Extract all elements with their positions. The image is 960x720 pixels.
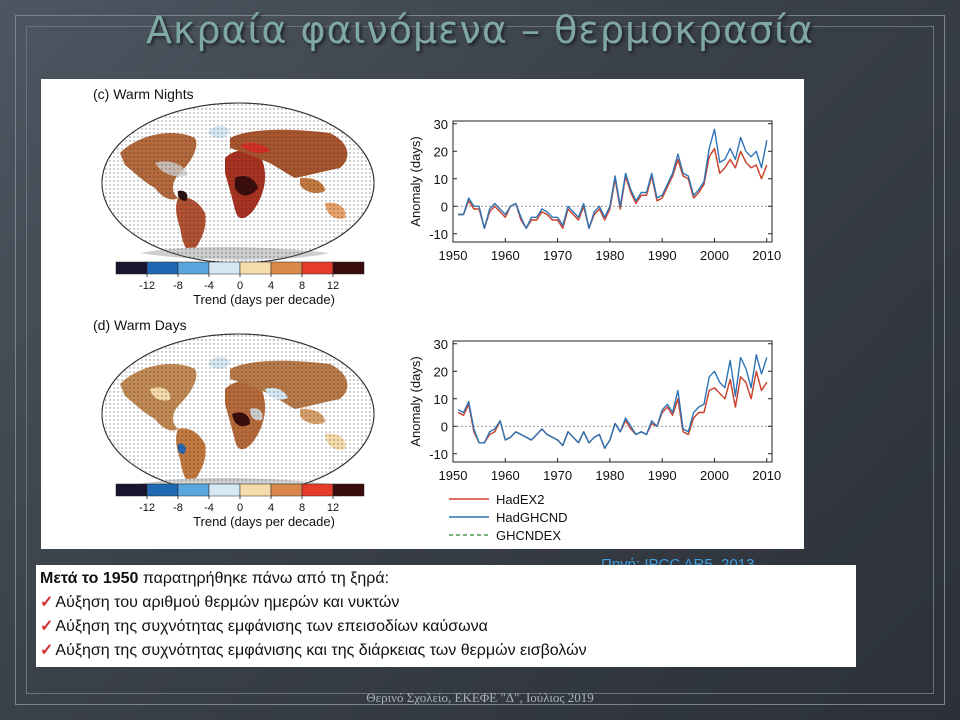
colorbar-swatch: [177, 261, 210, 275]
colorbar-swatch: [239, 261, 272, 275]
colorbar-tick-label: 8: [299, 502, 305, 514]
legend-label: HadGHCND: [496, 510, 568, 525]
bullet-item: ✓ Αύξηση της συχνότητας εμφάνισης των επε…: [40, 615, 852, 639]
bullet-item: ✓ Αύξηση της συχνότητας εμφάνισης και της…: [40, 639, 852, 663]
colorbar-tick-label: -8: [173, 280, 183, 292]
plot-frame: [452, 340, 773, 463]
colorbar-swatch: [301, 261, 334, 275]
series-line-hadghcnd: [457, 354, 768, 449]
colorbar-tick-label: -8: [173, 502, 183, 514]
x-tick-label: 1980: [595, 468, 624, 483]
x-tick-label: 1990: [648, 468, 677, 483]
checkmark-icon: ✓: [40, 594, 54, 611]
colorbar-swatch: [270, 483, 303, 497]
bullet-text: Αύξηση της συχνότητας εμφάνισης και της …: [55, 642, 587, 659]
colorbar-tick-label: 12: [327, 280, 339, 292]
x-tick-label: 1970: [543, 248, 572, 263]
x-tick-label: 1950: [439, 468, 468, 483]
y-tick-label: 30: [434, 117, 448, 132]
legend-label: GHCNDEX: [496, 528, 561, 543]
colorbar-c: -12 -8 -4 0 4 8 12: [115, 261, 365, 292]
map-warm-days: [101, 333, 375, 495]
panel-label-d: (d) Warm Days: [93, 317, 187, 333]
colorbar-tick-label: -12: [139, 502, 155, 514]
panel-label-c: (c) Warm Nights: [93, 86, 194, 102]
checkmark-icon: ✓: [40, 642, 54, 659]
colorbar-tick-label: -4: [204, 280, 214, 292]
summary-lead: Μετά το 1950 παρατηρήθηκε πάνω από τη ξη…: [40, 567, 852, 591]
bullet-item: ✓ Αύξηση του αριθμού θερμών ημερών και νυ…: [40, 591, 852, 615]
colorbar-swatch: [270, 261, 303, 275]
x-tick-label: 1960: [491, 248, 520, 263]
x-tick-label: 1960: [491, 468, 520, 483]
colorbar-tick-label: 0: [237, 502, 243, 514]
timeseries-warm-days: -10 0 10 20 30 1950 1960 1970 1980 1990 2000 2010 An…: [408, 337, 781, 483]
colorbar-label-d: Trend (days per decade): [193, 514, 335, 529]
y-axis-label: Anomaly (days): [408, 136, 423, 226]
colorbar-tick-label: -12: [139, 280, 155, 292]
summary-lead-rest: παρατηρήθηκε πάνω από τη ξηρά:: [138, 570, 390, 587]
timeseries-warm-nights: -10 0 10 20 30 1950 1960 1970 1980 1990 2000 2010 An…: [408, 117, 781, 263]
summary-box: Μετά το 1950 παρατηρήθηκε πάνω από τη ξη…: [36, 565, 856, 667]
y-tick-label: 20: [434, 144, 448, 159]
bullet-text: Αύξηση της συχνότητας εμφάνισης των επει…: [55, 618, 488, 635]
legend-label: HadEX2: [496, 492, 544, 507]
colorbar-swatch: [239, 483, 272, 497]
colorbar-tick-label: 8: [299, 280, 305, 292]
x-tick-label: 2010: [752, 248, 781, 263]
colorbar-swatch: [332, 483, 365, 497]
y-tick-label: -10: [429, 447, 448, 462]
slide-title: Ακραία φαινόμενα – θερμοκρασία: [145, 8, 815, 52]
y-tick-label: 20: [434, 364, 448, 379]
colorbar-swatch: [208, 483, 241, 497]
x-tick-label: 2000: [700, 248, 729, 263]
y-tick-label: 10: [434, 172, 448, 187]
colorbar-tick-label: 12: [327, 502, 339, 514]
y-tick-label: 0: [441, 199, 448, 214]
colorbar-d: -12 -8 -4 0 4 8 12: [115, 483, 365, 514]
plot-frame: [452, 120, 773, 243]
bullet-text: Αύξηση του αριθμού θερμών ημερών και νυκ…: [55, 594, 400, 611]
colorbar-tick-label: -4: [204, 502, 214, 514]
map-warm-nights: [101, 102, 375, 264]
colorbar-swatch: [115, 261, 148, 275]
slide-footer: Θερινό Σχολείο, ΕΚΕΦΕ "Δ", Ιούλιος 2019: [366, 690, 594, 705]
x-tick-label: 2000: [700, 468, 729, 483]
ipcc-figure: (c) Warm Nights (d) Warm Days: [41, 79, 804, 549]
colorbar-swatch: [208, 261, 241, 275]
y-tick-label: 0: [441, 419, 448, 434]
series-line-hadghcnd: [458, 128, 768, 230]
x-tick-label: 1980: [595, 248, 624, 263]
colorbar-tick-label: 4: [268, 280, 274, 292]
slide-frame-inner: [26, 26, 934, 694]
colorbar-swatch: [115, 483, 148, 497]
x-tick-label: 1990: [648, 248, 677, 263]
summary-lead-bold: Μετά το 1950: [40, 570, 139, 587]
colorbar-tick-label: 4: [268, 502, 274, 514]
y-tick-label: -10: [429, 227, 448, 242]
colorbar-label-c: Trend (days per decade): [193, 292, 335, 307]
colorbar-swatch: [332, 261, 365, 275]
x-tick-label: 1970: [543, 468, 572, 483]
slide-frame-outer: [15, 15, 945, 705]
colorbar-swatch: [301, 483, 334, 497]
y-axis-label: Anomaly (days): [408, 356, 423, 446]
y-tick-label: 10: [434, 392, 448, 407]
colorbar-tick-label: 0: [237, 280, 243, 292]
x-tick-label: 1950: [439, 248, 468, 263]
colorbar-swatch: [177, 483, 210, 497]
chart-legend: HadEX2 HadGHCND GHCNDEX: [449, 492, 568, 543]
colorbar-swatch: [146, 483, 179, 497]
checkmark-icon: ✓: [40, 618, 54, 635]
y-tick-label: 30: [434, 337, 448, 352]
figure-svg: (c) Warm Nights (d) Warm Days: [93, 86, 781, 543]
x-tick-label: 2010: [752, 468, 781, 483]
colorbar-swatch: [146, 261, 179, 275]
